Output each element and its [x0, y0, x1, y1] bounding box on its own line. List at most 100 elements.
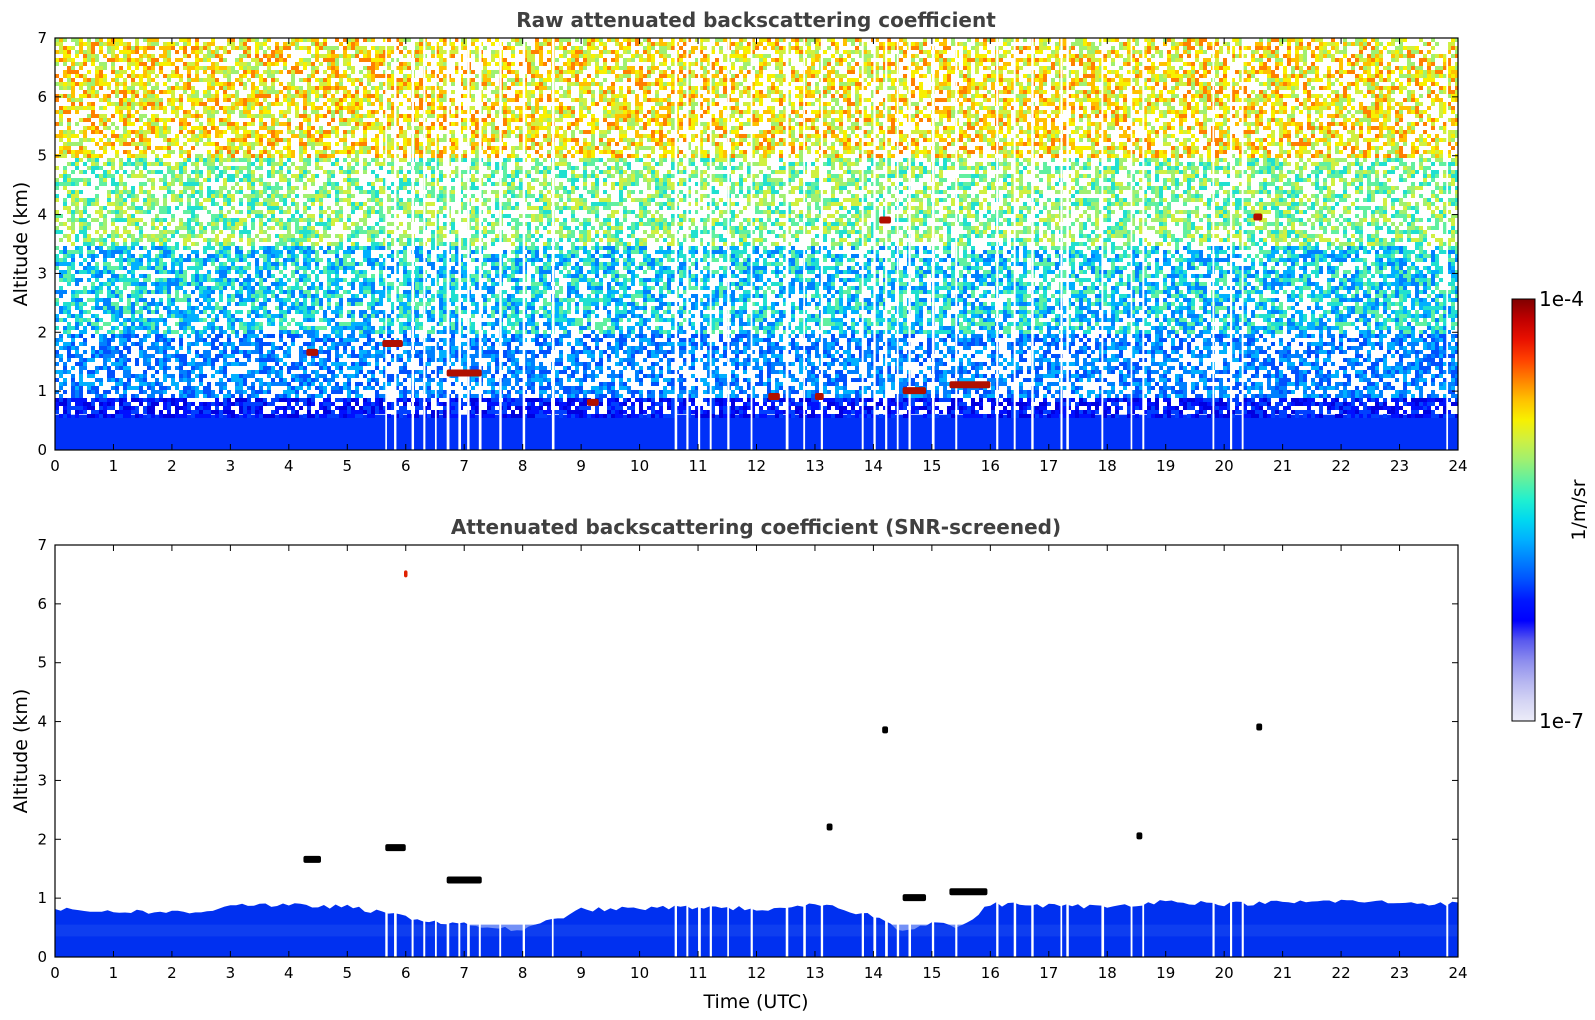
- backscatter-cell: [1075, 94, 1079, 98]
- backscatter-cell: [1371, 90, 1375, 94]
- backscatter-cell: [1067, 118, 1071, 122]
- backscatter-cell: [1079, 114, 1083, 118]
- backscatter-cell: [135, 58, 139, 62]
- backscatter-cell: [707, 122, 711, 126]
- backscatter-cell: [475, 38, 479, 42]
- backscatter-cell: [191, 102, 195, 106]
- backscatter-cell: [183, 62, 187, 66]
- backscatter-cell: [171, 98, 175, 102]
- backscatter-cell: [287, 46, 291, 50]
- backscatter-cell: [195, 62, 199, 66]
- backscatter-cell: [1295, 78, 1299, 82]
- backscatter-cell: [275, 62, 279, 66]
- backscatter-cell: [1359, 74, 1363, 78]
- backscatter-cell: [1335, 70, 1339, 74]
- backscatter-cell: [779, 50, 783, 54]
- backscatter-cell: [1415, 122, 1419, 126]
- backscatter-cell: [263, 54, 267, 58]
- backscatter-cell: [163, 46, 167, 50]
- backscatter-cell: [1251, 122, 1255, 126]
- backscatter-cell: [671, 74, 675, 78]
- backscatter-cell: [823, 102, 827, 106]
- backscatter-cell: [231, 82, 235, 86]
- backscatter-cell: [839, 110, 843, 114]
- backscatter-cell: [235, 62, 239, 66]
- backscatter-cell: [1219, 62, 1223, 66]
- backscatter-cell: [583, 86, 587, 90]
- backscatter-cell: [431, 106, 435, 110]
- backscatter-cell: [1139, 90, 1143, 94]
- backscatter-cell: [651, 42, 655, 46]
- backscatter-cell: [707, 110, 711, 114]
- backscatter-cell: [1195, 42, 1199, 46]
- backscatter-cell: [1099, 50, 1103, 54]
- backscatter-cell: [403, 54, 407, 58]
- backscatter-cell: [1255, 58, 1259, 62]
- backscatter-cell: [975, 66, 979, 70]
- backscatter-cell: [1371, 74, 1375, 78]
- backscatter-cell: [971, 106, 975, 110]
- backscatter-cell: [767, 74, 771, 78]
- backscatter-cell: [355, 98, 359, 102]
- backscatter-cell: [603, 66, 607, 70]
- backscatter-cell: [395, 118, 399, 122]
- backscatter-cell: [191, 114, 195, 118]
- backscatter-cell: [1187, 62, 1191, 66]
- backscatter-cell: [315, 90, 319, 94]
- backscatter-cell: [855, 126, 859, 130]
- backscatter-cell: [95, 42, 99, 46]
- backscatter-cell: [967, 38, 971, 42]
- backscatter-cell: [767, 106, 771, 110]
- backscatter-cell: [1379, 90, 1383, 94]
- backscatter-cell: [139, 54, 143, 58]
- backscatter-cell: [883, 106, 887, 110]
- backscatter-cell: [1391, 70, 1395, 74]
- backscatter-cell: [603, 50, 607, 54]
- backscatter-cell: [295, 114, 299, 118]
- backscatter-cell: [1303, 54, 1307, 58]
- backscatter-cell: [1419, 94, 1423, 98]
- backscatter-cell: [1407, 54, 1411, 58]
- backscatter-cell: [539, 82, 543, 86]
- backscatter-cell: [1375, 86, 1379, 90]
- backscatter-cell: [591, 126, 595, 130]
- backscatter-cell: [751, 66, 755, 70]
- backscatter-cell: [535, 122, 539, 126]
- backscatter-cell: [63, 86, 67, 90]
- backscatter-cell: [1179, 74, 1183, 78]
- backscatter-cell: [259, 106, 263, 110]
- backscatter-cell: [183, 46, 187, 50]
- backscatter-cell: [799, 46, 803, 50]
- backscatter-cell: [363, 90, 367, 94]
- backscatter-cell: [1387, 66, 1391, 70]
- backscatter-cell: [155, 98, 159, 102]
- backscatter-cell: [1231, 46, 1235, 50]
- backscatter-cell: [1275, 78, 1279, 82]
- backscatter-cell: [1119, 106, 1123, 110]
- backscatter-cell: [1399, 106, 1403, 110]
- backscatter-cell: [815, 98, 819, 102]
- backscatter-cell: [1411, 66, 1415, 70]
- backscatter-cell: [71, 94, 75, 98]
- backscatter-cell: [147, 82, 151, 86]
- backscatter-cell: [251, 86, 255, 90]
- backscatter-cell: [1111, 126, 1115, 130]
- backscatter-cell: [179, 102, 183, 106]
- backscatter-cell: [259, 102, 263, 106]
- backscatter-cell: [79, 98, 83, 102]
- backscatter-cell: [1191, 86, 1195, 90]
- backscatter-cell: [703, 98, 707, 102]
- backscatter-cell: [87, 70, 91, 74]
- backscatter-cell: [259, 46, 263, 50]
- backscatter-cell: [1403, 74, 1407, 78]
- backscatter-cell: [599, 90, 603, 94]
- backscatter-cell: [1379, 58, 1383, 62]
- backscatter-cell: [1071, 46, 1075, 50]
- backscatter-cell: [67, 50, 71, 54]
- backscatter-cell: [543, 86, 547, 90]
- backscatter-cell: [847, 114, 851, 118]
- backscatter-cell: [871, 106, 875, 110]
- backscatter-cell: [471, 78, 475, 82]
- backscatter-cell: [1451, 122, 1455, 126]
- backscatter-cell: [1007, 102, 1011, 106]
